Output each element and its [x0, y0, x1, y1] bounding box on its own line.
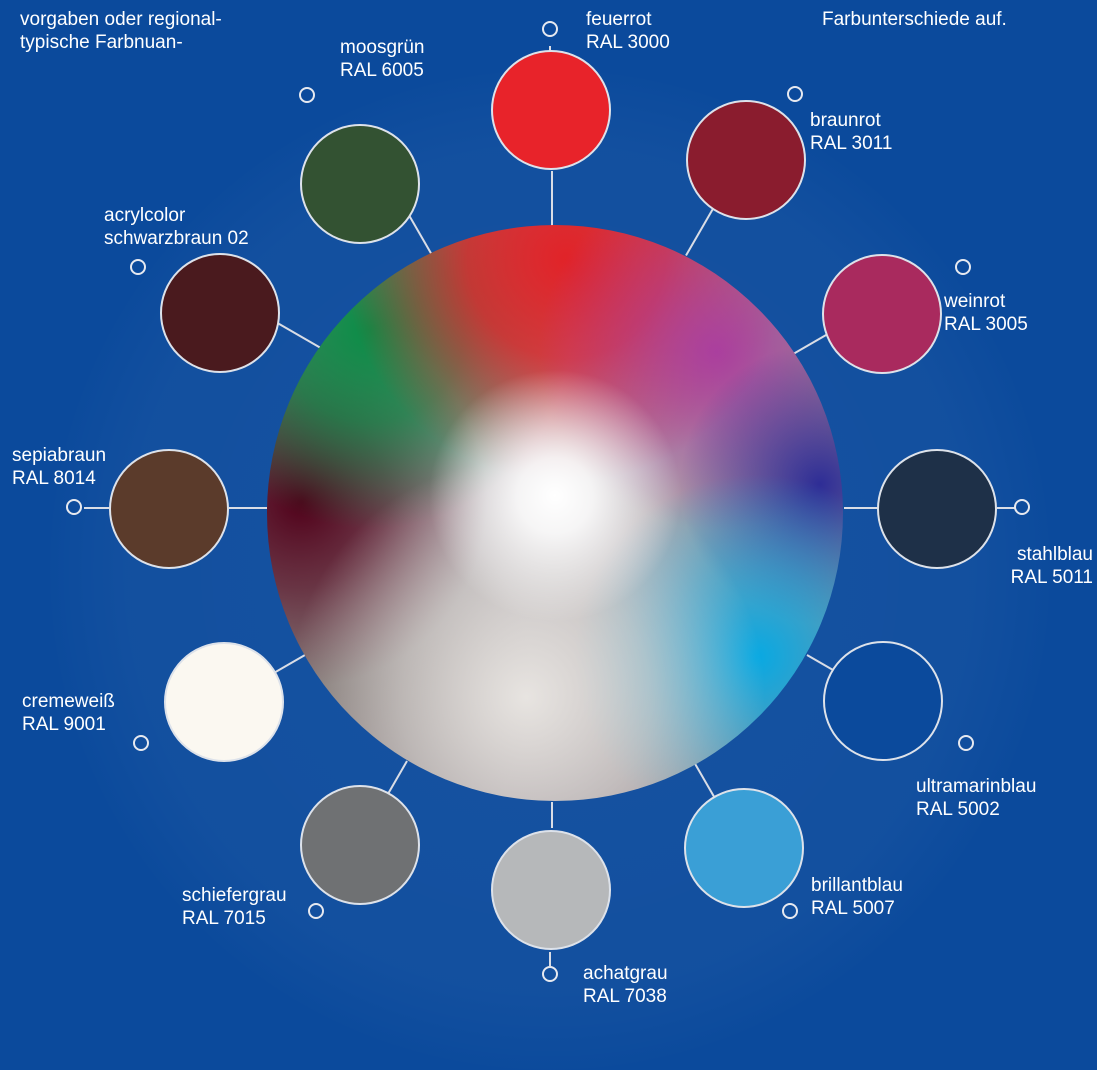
label-weinrot-name: weinrot	[944, 291, 1006, 312]
pin-achatgrau	[542, 966, 558, 982]
color-wheel-sphere	[267, 225, 843, 801]
pin-brillantblau	[782, 903, 798, 919]
intro-text-left: vorgaben oder regional- typische Farbnua…	[20, 8, 222, 54]
pin-schwarzbraun	[130, 259, 146, 275]
connector-sepiabraun	[229, 507, 267, 509]
label-moosgruen-code: RAL 6005	[340, 60, 424, 81]
label-weinrot: weinrot RAL 3005	[944, 290, 1028, 336]
pin-schiefergrau	[308, 903, 324, 919]
pin-ultramarinblau	[958, 735, 974, 751]
swatch-achatgrau[interactable]	[491, 830, 611, 950]
label-achatgrau: achatgrau RAL 7038	[583, 962, 668, 1008]
swatch-brillantblau[interactable]	[684, 788, 804, 908]
label-feuerrot-name: feuerrot	[586, 9, 652, 30]
label-feuerrot-code: RAL 3000	[586, 32, 670, 53]
label-weinrot-code: RAL 3005	[944, 314, 1028, 335]
label-sepiabraun-code: RAL 8014	[12, 468, 96, 489]
label-schwarzbraun: acrylcolor schwarzbraun 02	[104, 204, 249, 250]
swatch-weinrot[interactable]	[822, 254, 942, 374]
label-ultramarinblau-code: RAL 5002	[916, 799, 1000, 820]
label-brillantblau-code: RAL 5007	[811, 898, 895, 919]
swatch-schwarzbraun[interactable]	[160, 253, 280, 373]
label-brillantblau: brillantblau RAL 5007	[811, 874, 903, 920]
label-schiefergrau-code: RAL 7015	[182, 908, 266, 929]
label-sepiabraun-name: sepiabraun	[12, 445, 107, 466]
label-stahlblau-code: RAL 5011	[1010, 567, 1093, 588]
label-ultramarinblau: ultramarinblau RAL 5002	[916, 775, 1036, 821]
swatch-stahlblau[interactable]	[877, 449, 997, 569]
intro-right-line-1: Farbunterschiede auf.	[822, 9, 1007, 30]
label-stahlblau-name: stahlblau	[1016, 544, 1093, 565]
swatch-schiefergrau[interactable]	[300, 785, 420, 905]
pin-stahlblau	[1014, 499, 1030, 515]
label-achatgrau-name: achatgrau	[583, 963, 668, 984]
pin-sepiabraun	[66, 499, 82, 515]
label-achatgrau-code: RAL 7038	[583, 986, 667, 1007]
swatch-ultramarinblau[interactable]	[823, 641, 943, 761]
swatch-cremeweiss[interactable]	[164, 642, 284, 762]
label-braunrot-code: RAL 3011	[810, 133, 893, 154]
label-brillantblau-name: brillantblau	[811, 875, 903, 896]
label-schiefergrau-name: schiefergrau	[182, 885, 287, 906]
label-schwarzbraun-code: schwarzbraun 02	[104, 228, 249, 249]
label-schwarzbraun-name: acrylcolor	[104, 205, 186, 226]
label-sepiabraun: sepiabraun RAL 8014	[12, 444, 106, 490]
pin-braunrot	[787, 86, 803, 102]
label-stahlblau: stahlblau RAL 5011	[1011, 543, 1093, 589]
swatch-braunrot[interactable]	[686, 100, 806, 220]
intro-left-line-1: vorgaben oder regional-	[20, 9, 222, 30]
label-braunrot-name: braunrot	[810, 110, 881, 131]
label-cremeweiss-name: cremeweiß	[22, 691, 115, 712]
pin-moosgruen	[299, 87, 315, 103]
connector-feuerrot	[551, 171, 553, 227]
connector-achatgrau	[551, 802, 553, 828]
pin-weinrot	[955, 259, 971, 275]
label-ultramarinblau-name: ultramarinblau	[916, 776, 1037, 797]
pin-feuerrot	[542, 21, 558, 37]
label-braunrot: braunrot RAL 3011	[810, 109, 892, 155]
swatch-sepiabraun[interactable]	[109, 449, 229, 569]
intro-left-line-2: typische Farbnuan-	[20, 32, 183, 53]
pin-cremeweiss	[133, 735, 149, 751]
label-feuerrot: feuerrot RAL 3000	[586, 8, 670, 54]
pin-stem-achatgrau	[549, 952, 551, 966]
label-schiefergrau: schiefergrau RAL 7015	[182, 884, 287, 930]
label-cremeweiss-code: RAL 9001	[22, 714, 106, 735]
color-wheel-diagram: vorgaben oder regional- typische Farbnua…	[12, 8, 1093, 1070]
pin-stem-stahlblau	[997, 507, 1015, 509]
label-moosgruen: moosgrün RAL 6005	[340, 36, 425, 82]
swatch-moosgruen[interactable]	[300, 124, 420, 244]
pin-stem-sepiabraun	[84, 507, 110, 509]
label-moosgruen-name: moosgrün	[340, 37, 425, 58]
swatch-feuerrot[interactable]	[491, 50, 611, 170]
intro-text-right: Farbunterschiede auf.	[822, 8, 1007, 31]
label-cremeweiss: cremeweiß RAL 9001	[22, 690, 115, 736]
connector-stahlblau	[844, 507, 880, 509]
